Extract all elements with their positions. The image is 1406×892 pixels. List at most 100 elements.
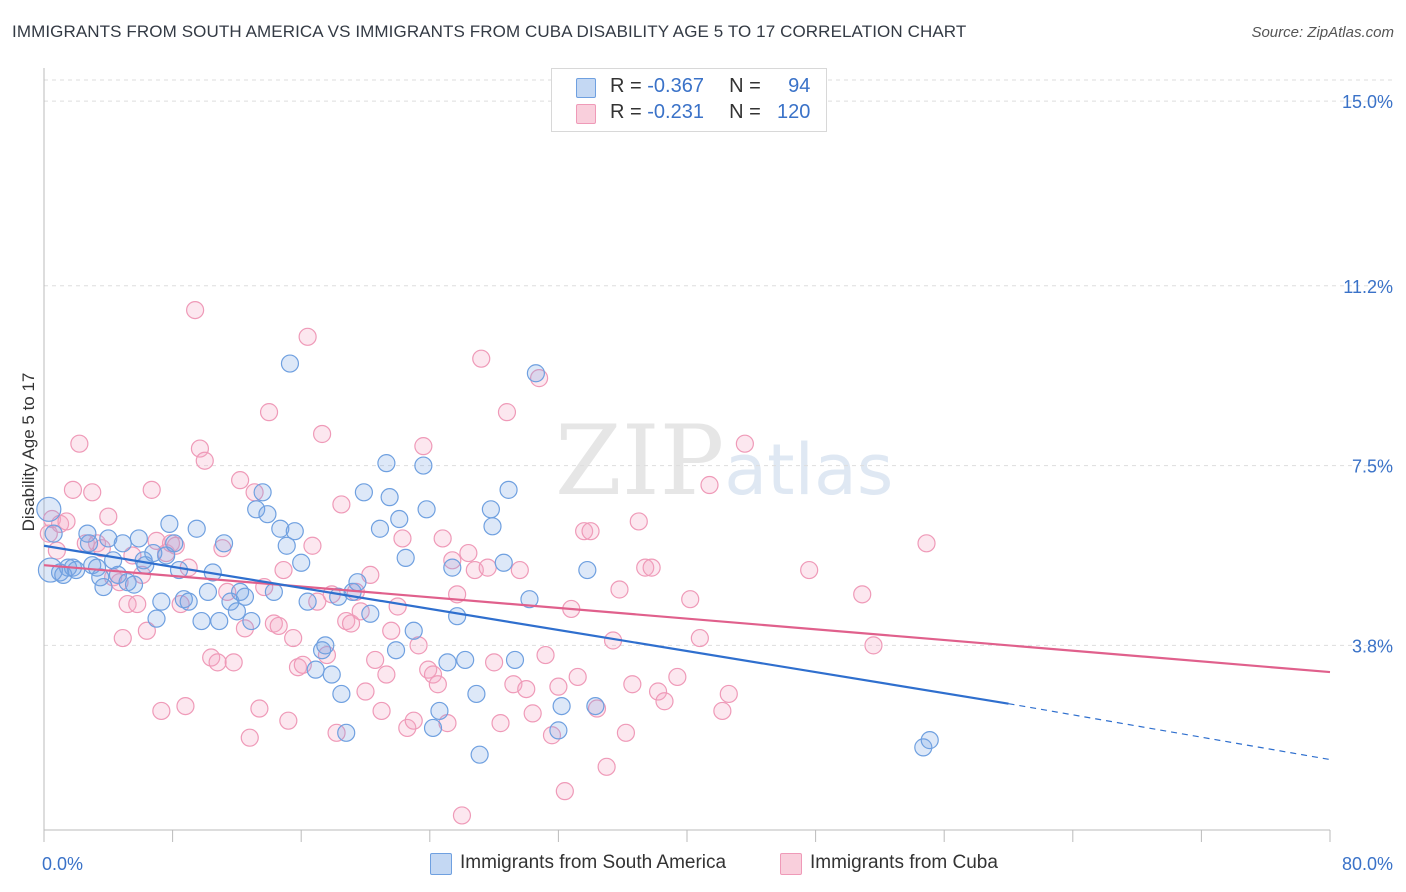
point-south-america <box>438 653 457 672</box>
legend-r-value: -0.367 <box>647 75 704 97</box>
point-cuba <box>195 451 214 470</box>
point-south-america <box>499 480 518 499</box>
point-south-america <box>348 573 367 592</box>
point-south-america <box>467 684 486 704</box>
point-south-america <box>198 582 218 602</box>
point-south-america <box>377 454 396 473</box>
watermark-atlas: atlas <box>724 429 894 511</box>
point-cuba <box>70 434 89 453</box>
axes <box>43 68 1331 842</box>
y-tick-label: 15.0% <box>1342 92 1393 112</box>
point-south-america <box>247 500 266 519</box>
point-cuba <box>235 619 255 638</box>
point-cuba <box>735 434 754 453</box>
point-cuba <box>303 536 322 555</box>
point-south-america <box>277 536 296 555</box>
point-south-america <box>292 553 311 572</box>
point-south-america <box>37 557 64 583</box>
point-cuba <box>128 594 147 614</box>
point-cuba <box>681 590 700 609</box>
point-south-america <box>423 718 443 738</box>
point-south-america <box>404 621 423 640</box>
y-axis-label: Disability Age 5 to 17 <box>19 373 38 532</box>
point-south-america <box>578 560 597 580</box>
point-cuba <box>636 558 655 577</box>
point-cuba <box>186 300 205 320</box>
point-south-america <box>187 519 206 538</box>
point-cuba <box>536 645 555 665</box>
point-cuba <box>719 684 738 704</box>
point-south-america <box>414 456 433 475</box>
source-label: Source: ZipAtlas.com <box>1251 24 1394 41</box>
point-cuba <box>83 483 102 502</box>
point-cuba <box>409 636 428 655</box>
point-south-america <box>470 745 489 764</box>
point-cuba <box>113 628 132 648</box>
point-south-america <box>214 534 234 553</box>
point-south-america <box>285 522 304 541</box>
point-cuba <box>853 585 872 604</box>
point-south-america <box>36 496 62 522</box>
point-cuba <box>279 711 298 730</box>
point-south-america <box>417 500 436 519</box>
point-south-america <box>386 641 406 660</box>
point-cuba <box>428 675 447 694</box>
legend-n-value: 120 <box>776 101 811 123</box>
point-south-america <box>337 723 356 742</box>
bottom-legend-label: Immigrants from South America <box>460 852 727 873</box>
point-south-america <box>494 553 513 572</box>
point-cuba <box>231 471 250 490</box>
point-cuba <box>47 541 66 560</box>
watermark: ZIPatlas <box>555 405 893 517</box>
point-south-america <box>316 636 335 655</box>
point-cuba <box>250 699 269 718</box>
point-south-america <box>390 509 409 529</box>
point-south-america <box>914 738 933 757</box>
axis-labels: 3.8% 7.5% 11.2% 15.0% 0.0% 80.0% Disability Ag… <box>19 92 1393 874</box>
point-south-america <box>354 483 373 502</box>
point-cuba <box>366 650 385 670</box>
point-cuba <box>332 495 351 514</box>
bottom-legend-swatch-pink <box>780 853 802 875</box>
point-cuba <box>152 701 171 721</box>
point-cuba <box>142 480 161 499</box>
point-cuba <box>597 757 616 776</box>
point-cuba <box>341 614 361 633</box>
point-cuba <box>382 621 401 640</box>
point-cuba <box>137 621 156 640</box>
point-cuba <box>99 507 118 526</box>
point-south-america <box>520 590 539 609</box>
watermark-zip: ZIP <box>555 405 725 517</box>
point-cuba <box>555 782 574 801</box>
point-south-america <box>306 660 325 679</box>
point-cuba <box>800 560 819 580</box>
point-cuba <box>274 560 293 580</box>
point-cuba <box>443 551 462 570</box>
legend-n-value: 94 <box>788 75 811 97</box>
point-south-america <box>264 582 283 602</box>
legend-r-value: -0.231 <box>647 101 704 123</box>
point-cuba <box>517 679 536 699</box>
point-south-america <box>242 611 261 631</box>
point-cuba <box>118 594 137 614</box>
point-south-america <box>280 354 300 373</box>
grid-lines <box>44 79 1392 646</box>
point-cuba <box>308 592 327 611</box>
legend-n-label: N = <box>729 75 761 97</box>
legend-r-label: R = <box>610 75 642 97</box>
point-cuba <box>288 658 308 677</box>
point-south-america <box>526 364 545 383</box>
point-south-america <box>87 558 107 577</box>
point-south-america <box>483 517 502 536</box>
point-cuba <box>700 475 719 495</box>
point-south-america <box>210 611 229 631</box>
point-south-america <box>235 587 255 606</box>
point-south-america <box>298 592 317 611</box>
correlation-legend: R = -0.367 N = 94 R = -0.231 N = 120 <box>551 68 827 132</box>
point-south-america <box>456 650 475 670</box>
point-cuba <box>642 558 661 577</box>
point-cuba <box>63 480 83 499</box>
point-cuba <box>690 628 709 648</box>
point-cuba <box>917 534 936 553</box>
point-south-america <box>271 519 290 538</box>
